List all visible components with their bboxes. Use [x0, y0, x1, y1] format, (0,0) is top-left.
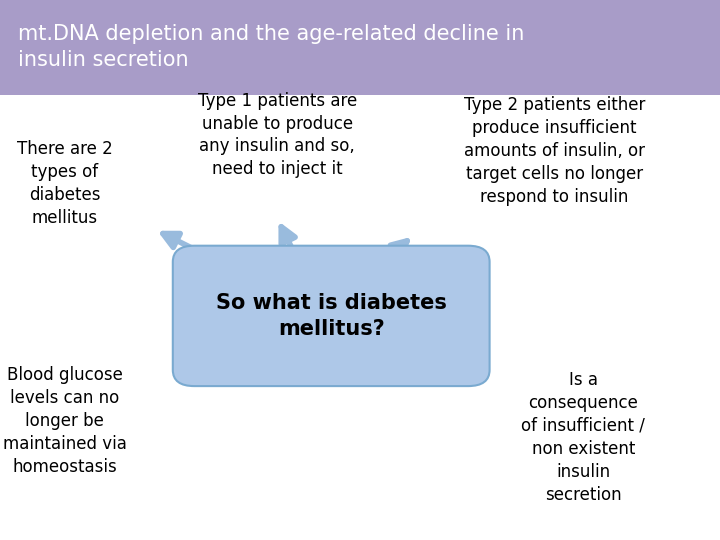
Text: Is a
consequence
of insufficient /
non existent
insulin
secretion: Is a consequence of insufficient / non e…: [521, 371, 645, 504]
Text: There are 2
types of
diabetes
mellitus: There are 2 types of diabetes mellitus: [17, 140, 112, 227]
Text: Type 2 patients either
produce insufficient
amounts of insulin, or
target cells : Type 2 patients either produce insuffici…: [464, 97, 645, 206]
Text: Type 1 patients are
unable to produce
any insulin and so,
need to inject it: Type 1 patients are unable to produce an…: [197, 92, 357, 178]
FancyBboxPatch shape: [0, 0, 720, 94]
Text: So what is diabetes
mellitus?: So what is diabetes mellitus?: [216, 293, 446, 339]
Text: Blood glucose
levels can no
longer be
maintained via
homeostasis: Blood glucose levels can no longer be ma…: [3, 367, 127, 476]
FancyBboxPatch shape: [173, 246, 490, 386]
Text: mt.DNA depletion and the age-related decline in
insulin secretion: mt.DNA depletion and the age-related dec…: [18, 24, 524, 70]
